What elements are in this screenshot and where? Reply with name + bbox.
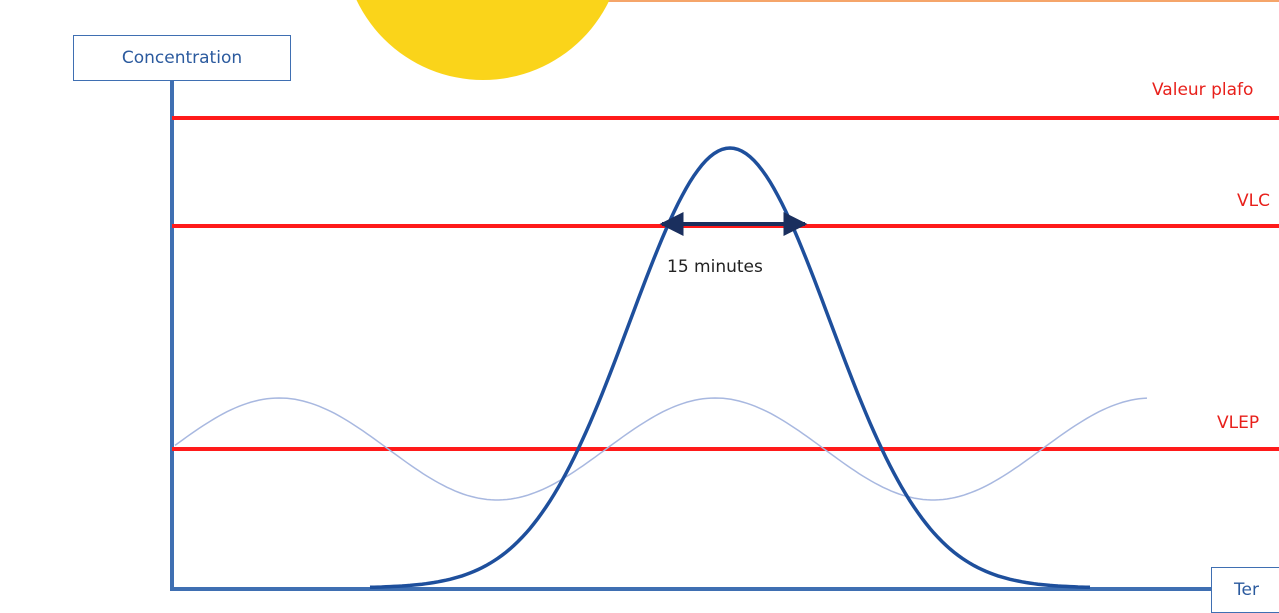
peak-curve	[369, 146, 1091, 590]
x-axis-label-box: Ter	[1211, 567, 1279, 613]
baseline-wave	[174, 397, 1148, 501]
duration-label: 15 minutes	[667, 257, 763, 277]
vlct-limit-label: VLC	[1237, 191, 1270, 211]
ceiling-limit-label: Valeur plafo	[1152, 80, 1254, 100]
x-axis-label: Ter	[1234, 580, 1259, 600]
decorative-circle	[356, 0, 610, 80]
y-axis-label: Concentration	[121, 48, 243, 68]
y-axis-label-box: Concentration	[73, 35, 291, 81]
vlep-limit-label: VLEP	[1217, 413, 1260, 433]
